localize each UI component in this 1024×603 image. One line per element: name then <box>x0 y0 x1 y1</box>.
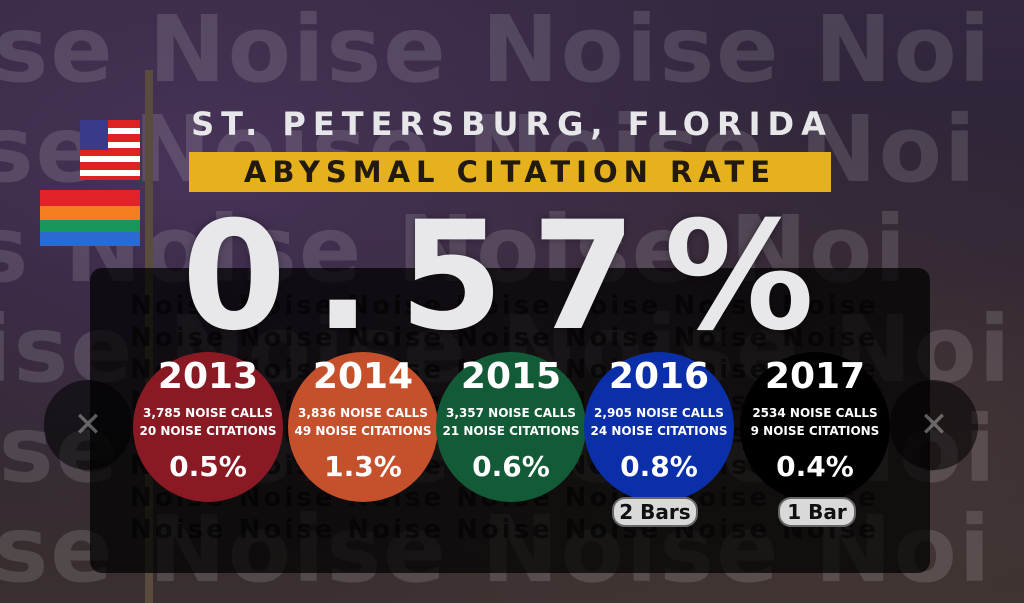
bars-badge-2017: 1 Bar <box>778 497 856 527</box>
flag-image <box>40 120 140 246</box>
noise-calls: 3,357 NOISE CALLS <box>446 406 576 420</box>
year-label: 2014 <box>312 356 414 397</box>
noise-citations: 49 NOISE CITATIONS <box>294 424 432 438</box>
banner-label: ABYSMAL CITATION RATE <box>243 155 777 189</box>
year-label: 2013 <box>157 356 259 397</box>
citation-rate: 1.3% <box>324 450 402 483</box>
noise-citations: 21 NOISE CITATIONS <box>442 424 580 438</box>
noise-calls: 2,905 NOISE CALLS <box>594 406 724 420</box>
citation-rate: 0.4% <box>776 450 854 483</box>
year-card-2017: 2017 2534 NOISE CALLS 9 NOISE CITATIONS … <box>740 352 890 502</box>
close-icon: ✕ <box>919 405 949 445</box>
noise-citations: 20 NOISE CITATIONS <box>139 424 277 438</box>
noise-calls: 3,836 NOISE CALLS <box>298 406 428 420</box>
citation-rate-banner: ABYSMAL CITATION RATE <box>189 152 831 192</box>
next-button[interactable]: ✕ <box>890 380 978 470</box>
year-label: 2016 <box>608 356 710 397</box>
year-card-2015: 2015 3,357 NOISE CALLS 21 NOISE CITATION… <box>436 352 586 502</box>
year-label: 2015 <box>460 356 562 397</box>
year-card-2016: 2016 2,905 NOISE CALLS 24 NOISE CITATION… <box>584 352 734 502</box>
citation-rate: 0.6% <box>472 450 550 483</box>
noise-citations: 9 NOISE CITATIONS <box>750 424 880 438</box>
citation-rate: 0.5% <box>169 450 247 483</box>
year-card-2013: 2013 3,785 NOISE CALLS 20 NOISE CITATION… <box>133 352 283 502</box>
year-card-2014: 2014 3,836 NOISE CALLS 49 NOISE CITATION… <box>288 352 438 502</box>
close-icon: ✕ <box>73 405 103 445</box>
year-label: 2017 <box>764 356 866 397</box>
city-title: ST. PETERSBURG, FLORIDA <box>191 105 833 143</box>
prev-button[interactable]: ✕ <box>44 380 132 470</box>
citation-rate: 0.8% <box>620 450 698 483</box>
noise-citations: 24 NOISE CITATIONS <box>590 424 728 438</box>
noise-calls: 2534 NOISE CALLS <box>752 406 878 420</box>
bars-badge-2016: 2 Bars <box>612 497 698 527</box>
noise-calls: 3,785 NOISE CALLS <box>143 406 273 420</box>
overall-rate: 0.57% <box>181 190 843 364</box>
